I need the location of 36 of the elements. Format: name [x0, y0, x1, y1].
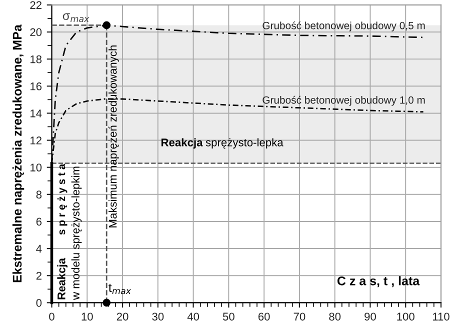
annotation: t$_{max}$ [108, 284, 132, 294]
annotation: σ$_{max}$ [62, 13, 90, 22]
annotation: w modelu sprężysto-lepkim [71, 166, 82, 300]
x-tick-label: 60 [258, 312, 270, 321]
x-tick-label: 40 [187, 312, 200, 321]
annotation: Maksimum naprężeń zredukowanych [108, 46, 119, 228]
y-tick-label: 12 [30, 136, 42, 144]
x-tick-label: 70 [294, 312, 306, 321]
y-tick-label: 16 [30, 82, 42, 90]
x-tick-label: 50 [222, 312, 234, 321]
y-tick-label: 6 [36, 218, 42, 226]
annotation: Reakcja [57, 258, 68, 300]
series-label: Grubość betonowej obudowy 1,0 m [262, 96, 425, 106]
annotation: s p r ę ż y s t a [58, 164, 68, 235]
annotation: sprężysto-lepka [206, 138, 284, 149]
series-label: Grubość betonowej obudowy 0,5 m [262, 21, 425, 32]
x-tick-label: 20 [116, 312, 128, 321]
y-tick-label: 20 [30, 28, 42, 36]
x-tick-label: 10 [82, 312, 93, 321]
y-tick-label: 0 [36, 298, 42, 307]
y-tick-label: 10 [30, 164, 42, 172]
x-tick-label: 30 [152, 312, 164, 321]
y-tick-label: 18 [30, 55, 42, 64]
y-tick-label: 4 [36, 244, 42, 253]
y-tick-label: 8 [36, 190, 42, 199]
y-axis-title: Ekstremalne naprężenia zredukowane, MPa [12, 24, 24, 282]
x-tick-label: 80 [329, 312, 341, 321]
x-tick-label: 90 [364, 312, 376, 321]
x-tick-label: 100 [397, 312, 414, 321]
x-axis-title: C z a s, t , lata [337, 276, 420, 288]
x-tick-label: 0 [49, 312, 54, 321]
x-tick-label: 110 [432, 312, 450, 321]
y-tick-label: 22 [30, 1, 42, 9]
y-tick-label: 14 [30, 110, 42, 118]
y-tick-label: 2 [36, 272, 42, 280]
annotation: Reakcja [161, 138, 203, 149]
